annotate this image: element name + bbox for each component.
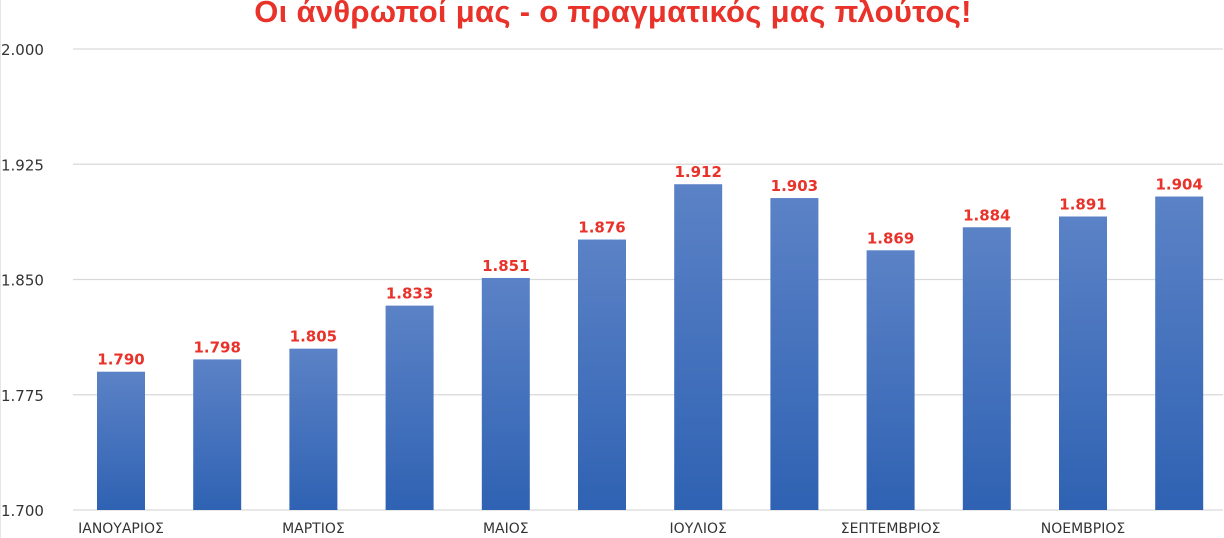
data-label: 1.869 [867, 229, 914, 247]
x-tick-label: ΙΑΝΟΥΑΡΙΟΣ [78, 521, 164, 537]
bar [866, 250, 915, 510]
data-label: 1.912 [674, 163, 721, 181]
y-tick-label: 1.925 [1, 156, 44, 174]
bar [674, 184, 723, 510]
x-tick-label: ΝΟΕΜΒΡΙΟΣ [1041, 521, 1125, 537]
data-label: 1.904 [1155, 176, 1202, 194]
data-label: 1.903 [771, 177, 818, 195]
data-label: 1.833 [386, 285, 433, 303]
data-label: 1.790 [97, 351, 144, 369]
data-label: 1.884 [963, 206, 1010, 224]
bar [962, 227, 1011, 510]
gridlines [73, 48, 1223, 511]
y-tick-label: 2.000 [1, 41, 44, 59]
chart-title: Οι άνθρωποί μας - ο πραγματικός μας πλού… [254, 0, 972, 29]
data-label: 1.891 [1059, 195, 1106, 213]
x-tick-label: ΣΕΠΤΕΜΒΡΙΟΣ [841, 521, 941, 537]
data-labels: 1.790 1.798 1.805 1.833 1.851 1.876 1.912 1.903… [97, 163, 1203, 368]
y-tick-label: 1.850 [1, 272, 44, 290]
bar [1059, 216, 1107, 510]
y-tick-label: 1.700 [1, 502, 44, 520]
x-tick-label: ΜΑΙΟΣ [483, 521, 529, 537]
data-label: 1.805 [290, 328, 337, 346]
bar [289, 348, 338, 510]
data-label: 1.851 [482, 257, 529, 275]
bar [481, 277, 530, 510]
bar [97, 371, 145, 510]
data-label: 1.876 [578, 219, 625, 237]
y-axis-ticks: 1.700 1.775 1.850 1.925 2.000 [1, 41, 44, 520]
data-label: 1.798 [193, 338, 240, 356]
bar [578, 239, 626, 510]
x-tick-label: ΙΟΥΛΙΟΣ [670, 521, 727, 537]
x-tick-label: ΜΑΡΤΙΟΣ [282, 521, 345, 537]
bar [770, 198, 819, 510]
bar [385, 305, 434, 510]
bars [97, 184, 1204, 510]
bar [1155, 196, 1204, 510]
y-tick-label: 1.775 [1, 387, 44, 405]
x-axis-ticks: ΙΑΝΟΥΑΡΙΟΣ ΜΑΡΤΙΟΣ ΜΑΙΟΣ ΙΟΥΛΙΟΣ ΣΕΠΤΕΜΒΡΙΟΣ… [78, 521, 1125, 537]
bar [193, 359, 242, 510]
